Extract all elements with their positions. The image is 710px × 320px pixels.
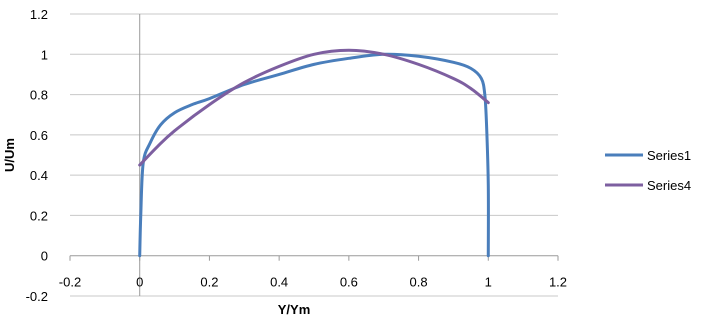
y-tick-label: 0.6 [30, 128, 48, 143]
y-tick-label: 0 [41, 249, 48, 264]
axes [69, 14, 559, 296]
x-tick-label: 0 [136, 275, 143, 290]
x-axis-title: Y/Ym [278, 302, 311, 317]
y-tick-label: 1.2 [30, 7, 48, 22]
series-line-series1 [138, 52, 490, 258]
y-axis-title: U/Um [2, 138, 17, 172]
y-tick-label: 0.8 [30, 88, 48, 103]
y-tick-label: 1 [41, 47, 48, 62]
x-tick-label: 0.8 [410, 275, 428, 290]
x-tick-label: 1.2 [549, 275, 567, 290]
gridlines [70, 13, 558, 297]
x-tick-label: 0.6 [340, 275, 358, 290]
x-tick-label: 0.4 [270, 275, 288, 290]
y-tick-label: -0.2 [26, 289, 48, 304]
series-line-series4 [138, 48, 490, 167]
legend: Series1 Series4 [605, 148, 691, 193]
series-layer [138, 48, 490, 258]
x-tick-label: 1 [485, 275, 492, 290]
x-tick-label: 0.2 [200, 275, 218, 290]
y-tick-label: 0.4 [30, 168, 48, 183]
tick-labels: -0.2 0 0.2 0.4 0.6 0.8 1 1.2 -0.2 0 0.2 0.4 0.6 0.8 1 1… [26, 7, 567, 304]
x-tick-label: -0.2 [59, 275, 81, 290]
legend-label: Series1 [647, 148, 691, 163]
y-tick-label: 0.2 [30, 208, 48, 223]
legend-label: Series4 [647, 178, 691, 193]
